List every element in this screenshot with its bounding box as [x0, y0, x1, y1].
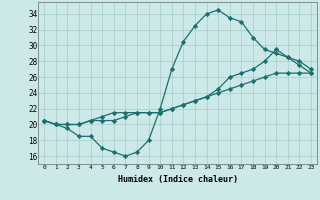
X-axis label: Humidex (Indice chaleur): Humidex (Indice chaleur) [118, 175, 238, 184]
